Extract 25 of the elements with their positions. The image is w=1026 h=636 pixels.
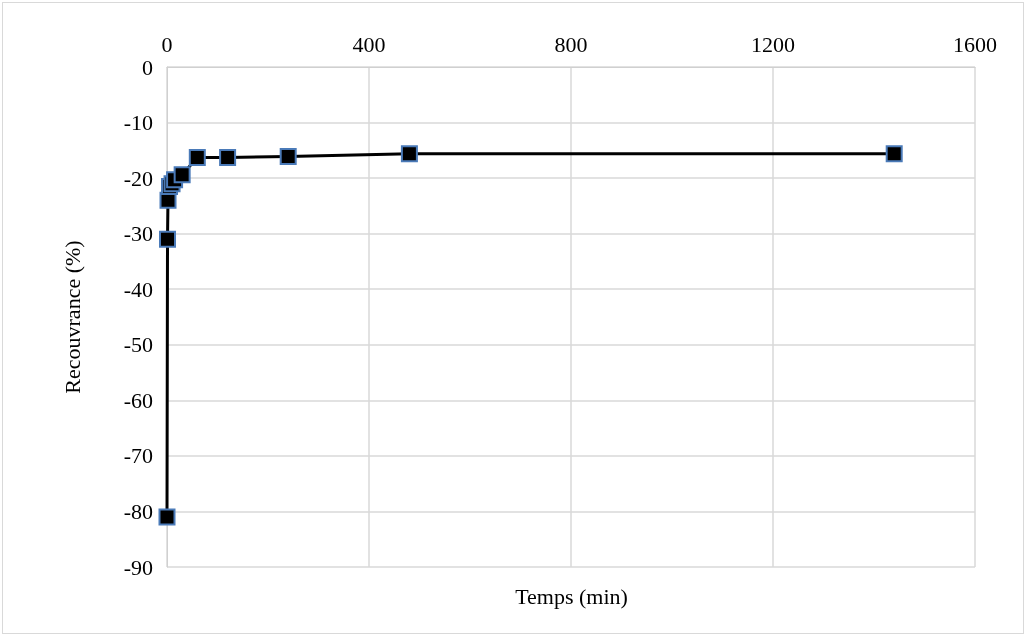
point: [885, 145, 903, 163]
y-tick-label: -90: [123, 554, 153, 580]
x-tick-label: 800: [554, 31, 588, 57]
y-tick-label: -30: [123, 221, 153, 247]
y-tick-label: -20: [123, 165, 153, 191]
point: [219, 149, 237, 167]
point: [173, 166, 191, 184]
y-axis-title: Recouvrance (%): [59, 240, 85, 394]
point: [400, 145, 418, 163]
x-tick-label: 1600: [953, 31, 997, 57]
y-tick-label: -80: [123, 498, 153, 524]
point: [279, 147, 297, 165]
y-tick-label: -40: [123, 276, 153, 302]
y-tick-label: -10: [123, 110, 153, 136]
y-tick-label: 0: [142, 54, 153, 80]
y-tick-label: -60: [123, 387, 153, 413]
point: [159, 230, 177, 248]
x-tick-label: 400: [352, 31, 386, 57]
y-tick-label: -70: [123, 443, 153, 469]
y-tick-label: -50: [123, 332, 153, 358]
point: [188, 149, 206, 167]
x-axis-title: Temps (min): [515, 583, 628, 609]
point: [158, 508, 176, 526]
x-tick-label: 1200: [751, 31, 795, 57]
x-tick-label: 0: [161, 31, 173, 57]
